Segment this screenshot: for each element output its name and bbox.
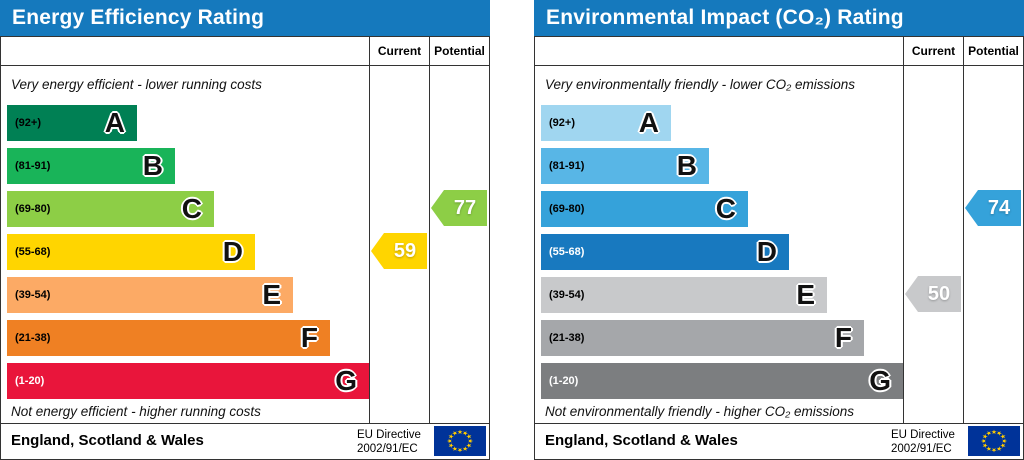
column-divider xyxy=(963,37,964,423)
column-divider xyxy=(429,37,430,423)
band-range-label: (92+) xyxy=(549,116,575,129)
band-row-e: (39-54) E xyxy=(7,273,369,316)
bottom-note: Not environmentally friendly - higher CO… xyxy=(545,404,855,419)
band-row-f: (21-38) F xyxy=(7,316,369,359)
band-row-b: (81-91) B xyxy=(541,144,903,187)
potential-rating-value: 77 xyxy=(453,196,477,219)
potential-rating-pointer: 74 xyxy=(965,190,1021,226)
header-divider xyxy=(1,65,489,66)
band-range-label: (39-54) xyxy=(15,288,51,301)
band-bar-g: (1-20) G xyxy=(7,362,369,399)
band-bar-d: (55-68) D xyxy=(541,233,789,270)
band-range-label: (21-38) xyxy=(15,331,51,344)
band-letter: C xyxy=(181,192,202,224)
band-letter: D xyxy=(756,235,777,267)
band-bar-c: (69-80) C xyxy=(541,190,748,227)
band-row-b: (81-91) B xyxy=(7,144,369,187)
band-letter: B xyxy=(676,149,697,181)
band-letter: D xyxy=(222,235,243,267)
chart-frame: Current Potential Very energy efficient … xyxy=(0,36,490,424)
potential-rating-value: 74 xyxy=(987,196,1011,219)
band-row-c: (69-80) C xyxy=(7,187,369,230)
band-range-label: (1-20) xyxy=(15,374,45,387)
current-column-header: Current xyxy=(911,44,956,58)
band-letter: A xyxy=(638,106,659,138)
potential-column-header: Potential xyxy=(434,44,485,58)
current-rating-value: 50 xyxy=(927,282,951,305)
band-bar-f: (21-38) F xyxy=(7,319,330,356)
band-letter: C xyxy=(715,192,736,224)
band-row-f: (21-38) F xyxy=(541,316,903,359)
band-range-label: (1-20) xyxy=(549,374,579,387)
column-divider xyxy=(903,37,904,423)
band-letter: G xyxy=(869,364,891,396)
band-row-e: (39-54) E xyxy=(541,273,903,316)
band-letter: E xyxy=(262,278,281,310)
band-row-a: (92+) A xyxy=(7,101,369,144)
band-letter: A xyxy=(104,106,125,138)
band-bar-b: (81-91) B xyxy=(541,147,709,184)
band-range-label: (69-80) xyxy=(15,202,51,215)
band-bar-g: (1-20) G xyxy=(541,362,903,399)
current-rating-pointer: 50 xyxy=(905,276,961,312)
band-row-g: (1-20) G xyxy=(541,359,903,402)
band-range-label: (55-68) xyxy=(549,245,585,258)
top-note: Very energy efficient - lower running co… xyxy=(11,77,262,92)
eu-flag-icon xyxy=(434,426,486,456)
chart-title: Environmental Impact (CO₂) Rating xyxy=(534,0,1024,36)
region-label: England, Scotland & Wales xyxy=(545,432,738,449)
band-letter: F xyxy=(300,321,318,353)
band-bar-d: (55-68) D xyxy=(7,233,255,270)
band-range-label: (81-91) xyxy=(15,159,51,172)
band-range-label: (21-38) xyxy=(549,331,585,344)
region-label: England, Scotland & Wales xyxy=(11,432,204,449)
eu-directive-label: EU Directive 2002/91/EC xyxy=(891,429,955,456)
potential-rating-pointer: 77 xyxy=(431,190,487,226)
energy-efficiency-chart: Energy Efficiency Rating Current Potenti… xyxy=(0,0,490,460)
bottom-note: Not energy efficient - higher running co… xyxy=(11,404,261,419)
top-note: Very environmentally friendly - lower CO… xyxy=(545,77,855,92)
current-rating-pointer: 59 xyxy=(371,233,427,269)
current-column-header: Current xyxy=(377,44,422,58)
band-bar-e: (39-54) E xyxy=(7,276,293,313)
band-row-d: (55-68) D xyxy=(541,230,903,273)
band-letter: G xyxy=(335,364,357,396)
band-bar-a: (92+) A xyxy=(7,104,137,141)
band-letter: E xyxy=(796,278,815,310)
band-bar-e: (39-54) E xyxy=(541,276,827,313)
band-range-label: (69-80) xyxy=(549,202,585,215)
band-bar-a: (92+) A xyxy=(541,104,671,141)
band-row-g: (1-20) G xyxy=(7,359,369,402)
band-range-label: (39-54) xyxy=(549,288,585,301)
band-row-d: (55-68) D xyxy=(7,230,369,273)
eu-directive-label: EU Directive 2002/91/EC xyxy=(357,429,421,456)
band-bar-b: (81-91) B xyxy=(7,147,175,184)
rating-bands: (92+) A (81-91) B (69-80) C (55-68) xyxy=(7,101,369,402)
current-rating-value: 59 xyxy=(393,239,417,262)
band-range-label: (92+) xyxy=(15,116,41,129)
column-divider xyxy=(369,37,370,423)
band-bar-f: (21-38) F xyxy=(541,319,864,356)
band-range-label: (55-68) xyxy=(15,245,51,258)
eu-flag-icon xyxy=(968,426,1020,456)
band-letter: F xyxy=(834,321,852,353)
rating-bands: (92+) A (81-91) B (69-80) C (55-68) xyxy=(541,101,903,402)
potential-column-header: Potential xyxy=(968,44,1019,58)
chart-frame: Current Potential Very environmentally f… xyxy=(534,36,1024,424)
environmental-impact-chart: Environmental Impact (CO₂) Rating Curren… xyxy=(534,0,1024,460)
band-row-a: (92+) A xyxy=(541,101,903,144)
band-letter: B xyxy=(142,149,163,181)
header-divider xyxy=(535,65,1023,66)
band-range-label: (81-91) xyxy=(549,159,585,172)
chart-footer: England, Scotland & Wales EU Directive 2… xyxy=(0,424,490,460)
band-bar-c: (69-80) C xyxy=(7,190,214,227)
chart-footer: England, Scotland & Wales EU Directive 2… xyxy=(534,424,1024,460)
chart-title: Energy Efficiency Rating xyxy=(0,0,490,36)
band-row-c: (69-80) C xyxy=(541,187,903,230)
